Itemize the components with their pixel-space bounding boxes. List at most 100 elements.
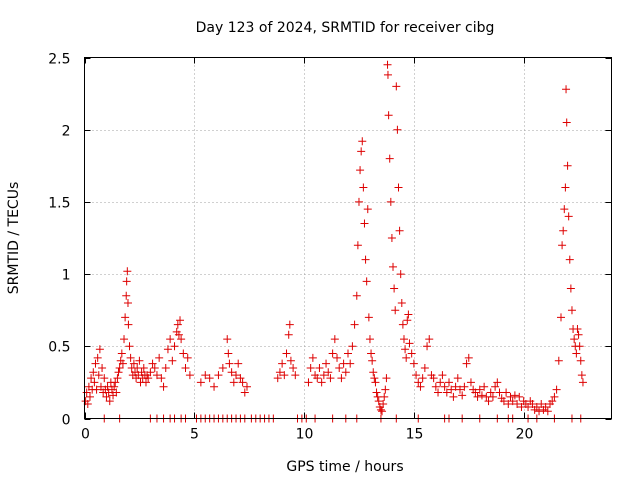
data-point [83, 400, 92, 409]
data-point [346, 359, 355, 368]
data-point [122, 291, 131, 300]
data-point [141, 378, 150, 387]
data-point [362, 277, 371, 286]
axis-ticks [84, 57, 612, 420]
data-point [442, 388, 451, 397]
data-point [510, 391, 519, 400]
data-point [348, 342, 357, 351]
data-point [89, 368, 98, 377]
data-point [328, 349, 337, 358]
data-point [341, 368, 350, 377]
data-point [550, 392, 559, 401]
data-point [559, 226, 568, 235]
data-point [412, 371, 421, 380]
data-point [564, 212, 573, 221]
data-point [560, 205, 569, 214]
data-point [370, 374, 379, 383]
data-point [563, 161, 572, 170]
data-point [324, 368, 333, 377]
data-point [576, 356, 585, 365]
data-point [159, 382, 168, 391]
data-point [423, 342, 432, 351]
y-axis-label: SRMTID / TECUs [6, 182, 22, 295]
data-point [434, 388, 443, 397]
data-point [85, 392, 94, 401]
data-point [401, 345, 410, 354]
data-point [117, 349, 126, 358]
data-point [179, 349, 188, 358]
data-point [330, 335, 339, 344]
data-point [129, 359, 138, 368]
data-point [393, 125, 402, 134]
data-point [480, 382, 489, 391]
data-point [344, 349, 352, 358]
data-point [387, 234, 396, 242]
data-point [368, 356, 377, 365]
y-tick-label: 2.5 [48, 52, 70, 68]
data-point [232, 371, 241, 380]
data-point [578, 378, 587, 387]
data-point [284, 330, 293, 339]
data-point [376, 405, 385, 414]
data-point [396, 270, 405, 279]
data-points [81, 60, 587, 423]
data-point [87, 374, 96, 383]
data-point [205, 374, 214, 383]
data-point [289, 363, 298, 372]
data-point [389, 262, 398, 271]
data-point [385, 154, 394, 163]
data-point [177, 335, 186, 344]
data-point [315, 363, 324, 372]
data-point [429, 374, 438, 383]
data-point [394, 183, 403, 192]
data-point [94, 371, 103, 380]
data-point [565, 255, 574, 264]
data-point [386, 197, 395, 206]
data-point [537, 400, 546, 409]
data-point [93, 353, 102, 362]
y-tick-label: 1.5 [48, 196, 70, 212]
data-point [449, 392, 458, 401]
data-point [123, 267, 132, 276]
data-point [122, 277, 131, 286]
data-point [354, 197, 363, 206]
data-point [477, 391, 486, 400]
data-point [352, 291, 361, 300]
data-point [152, 371, 161, 380]
x-tick-label: 15 [406, 427, 424, 443]
data-point [436, 378, 445, 387]
data-point [234, 359, 243, 368]
data-point [378, 407, 387, 416]
data-point [561, 183, 570, 192]
x-tick-label: 5 [190, 427, 199, 443]
y-tick-label: 0.5 [48, 340, 70, 356]
data-point [431, 382, 440, 391]
data-point [506, 392, 515, 401]
data-point [185, 371, 194, 380]
data-point [384, 111, 393, 120]
y-tick-labels: 0 0.5 1 1.5 2 2.5 [48, 52, 70, 429]
data-point [363, 205, 372, 214]
data-point [242, 382, 251, 391]
data-point [554, 356, 563, 365]
data-point [282, 349, 291, 358]
data-point [558, 241, 567, 250]
data-point [359, 183, 368, 192]
data-point [326, 374, 335, 383]
data-point [335, 363, 344, 372]
y-tick-label: 2 [62, 124, 71, 140]
data-point [100, 374, 109, 383]
data-point [150, 363, 159, 372]
data-point [466, 378, 475, 387]
data-point [92, 385, 101, 394]
data-point [225, 359, 234, 368]
data-point [491, 382, 500, 391]
data-point [214, 371, 223, 380]
data-point [556, 313, 565, 322]
data-point [402, 353, 411, 362]
data-point [458, 391, 467, 400]
data-point [356, 166, 365, 175]
data-point [515, 392, 524, 401]
data-point [105, 397, 114, 406]
